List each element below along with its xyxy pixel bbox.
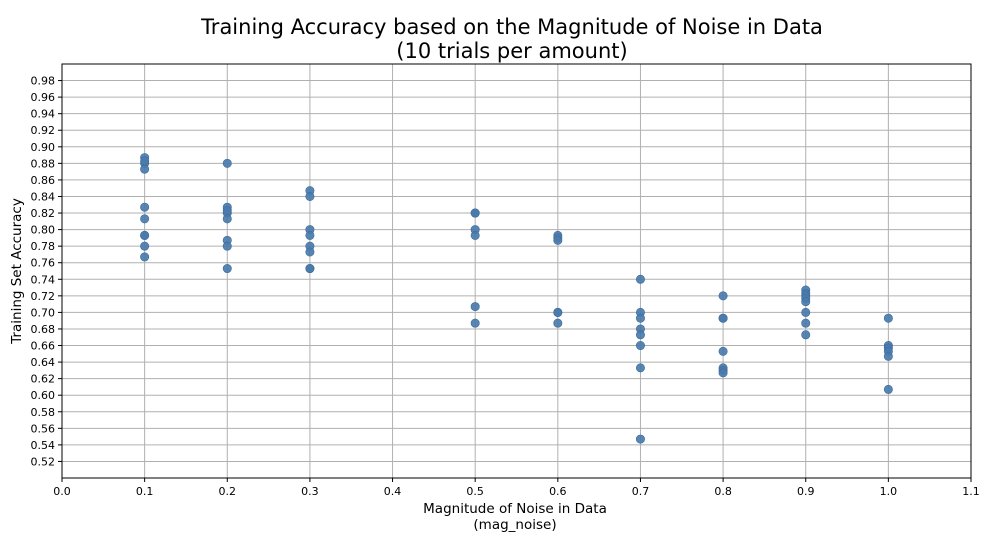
y-tick-label: 0.78: [31, 240, 56, 253]
y-tick-label: 0.84: [31, 190, 56, 203]
y-tick-label: 0.96: [31, 91, 56, 104]
y-tick-label: 0.88: [31, 157, 56, 170]
x-tick-label: 0.9: [797, 485, 815, 498]
x-tick-label: 0.7: [632, 485, 650, 498]
y-tick-label: 0.62: [31, 373, 56, 386]
data-point: [635, 274, 645, 284]
y-tick-label: 0.92: [31, 124, 56, 137]
data-point: [470, 302, 480, 312]
data-point: [718, 346, 728, 356]
x-tick-label: 0.0: [53, 485, 71, 498]
data-point: [553, 235, 563, 245]
data-points: [140, 153, 893, 444]
y-tick-label: 0.60: [31, 389, 56, 402]
y-tick-label: 0.72: [31, 290, 56, 303]
data-point: [140, 241, 150, 251]
plot-frame: [61, 63, 972, 479]
y-tick-label: 0.86: [31, 174, 56, 187]
y-tick-label: 0.94: [31, 108, 56, 121]
data-point: [635, 330, 645, 340]
x-axis-ticks: 0.0 0.1 0.2 0.3 0.4 0.5 0.6 0.7 0.8 0.9 1.0 1.1: [53, 478, 980, 498]
data-point: [305, 264, 315, 274]
y-tick-label: 0.90: [31, 141, 56, 154]
data-point: [883, 384, 893, 394]
y-tick-label: 0.80: [31, 224, 56, 237]
chart-subtitle: (10 trials per amount): [396, 39, 627, 63]
y-tick-label: 0.74: [31, 273, 56, 286]
x-axis-sublabel: (mag_noise): [473, 517, 556, 533]
x-tick-label: 0.6: [549, 485, 567, 498]
data-point: [305, 247, 315, 257]
x-tick-label: 0.5: [466, 485, 484, 498]
data-point: [718, 368, 728, 378]
data-point: [635, 313, 645, 323]
data-point: [140, 156, 150, 166]
data-point: [801, 318, 811, 328]
data-point: [553, 318, 563, 328]
y-tick-label: 0.82: [31, 207, 56, 220]
y-axis-label: Training Set Accuracy: [9, 198, 25, 345]
x-tick-label: 1.0: [880, 485, 898, 498]
data-point: [883, 313, 893, 323]
data-point: [801, 297, 811, 307]
data-point: [801, 330, 811, 340]
y-tick-label: 0.52: [31, 455, 56, 468]
data-point: [140, 252, 150, 262]
data-point: [635, 434, 645, 444]
y-tick-label: 0.66: [31, 340, 56, 353]
data-point: [140, 164, 150, 174]
data-point: [222, 241, 232, 251]
data-point: [222, 158, 232, 168]
data-point: [222, 214, 232, 224]
x-tick-label: 0.8: [714, 485, 732, 498]
data-point: [140, 202, 150, 212]
data-point: [305, 191, 315, 201]
data-point: [801, 307, 811, 317]
data-point: [883, 351, 893, 361]
y-tick-label: 0.70: [31, 306, 56, 319]
chart-title: Training Accuracy based on the Magnitude…: [200, 15, 823, 39]
data-point: [222, 264, 232, 274]
x-tick-label: 0.4: [384, 485, 402, 498]
data-point: [470, 318, 480, 328]
data-point: [718, 313, 728, 323]
data-point: [140, 214, 150, 224]
x-tick-label: 0.1: [136, 485, 154, 498]
data-point: [635, 363, 645, 373]
y-tick-label: 0.98: [31, 75, 56, 88]
data-point: [470, 230, 480, 240]
data-point: [635, 341, 645, 351]
grid: [61, 64, 972, 478]
x-tick-label: 1.1: [962, 485, 980, 498]
y-axis-ticks: 0.52 0.54 0.56 0.58 0.60 0.62 0.64 0.66 0.68 0.70…: [31, 75, 62, 468]
data-point: [140, 230, 150, 240]
y-tick-label: 0.68: [31, 323, 56, 336]
data-point: [553, 307, 563, 317]
data-point: [222, 206, 232, 216]
y-tick-label: 0.64: [31, 356, 56, 369]
y-tick-label: 0.54: [31, 439, 56, 452]
data-point: [305, 230, 315, 240]
y-tick-label: 0.76: [31, 257, 56, 270]
data-point: [718, 291, 728, 301]
y-tick-label: 0.56: [31, 422, 56, 435]
data-point: [470, 208, 480, 218]
x-tick-label: 0.2: [219, 485, 237, 498]
y-tick-label: 0.58: [31, 406, 56, 419]
x-tick-label: 0.3: [301, 485, 319, 498]
x-axis-label: Magnitude of Noise in Data: [423, 501, 607, 517]
